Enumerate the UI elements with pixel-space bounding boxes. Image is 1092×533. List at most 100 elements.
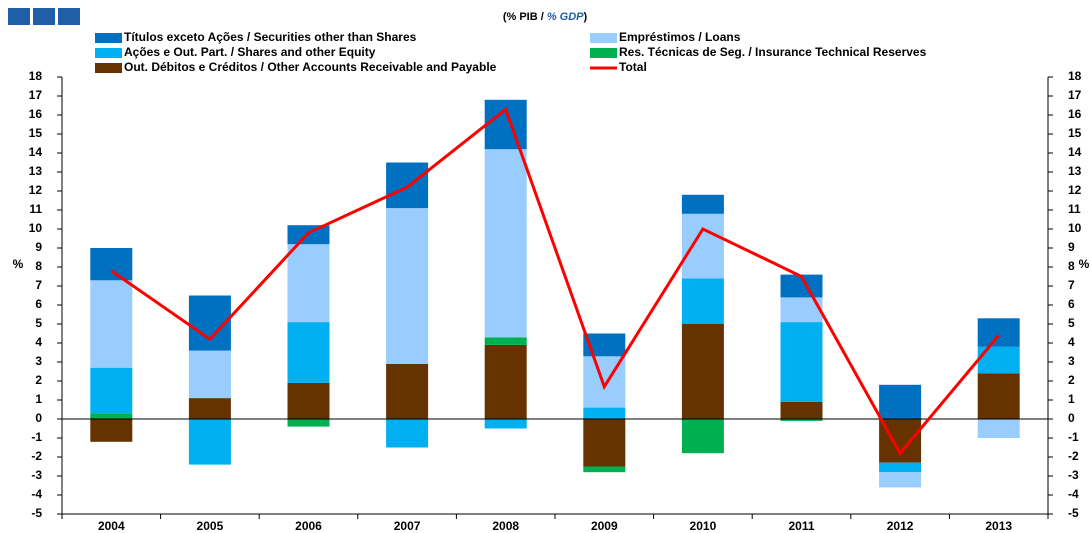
bar-segment xyxy=(287,382,330,419)
y-tick-label: 3 xyxy=(35,354,42,368)
bar-segment xyxy=(287,244,330,323)
y2-tick-label: 3 xyxy=(1068,354,1075,368)
bar-segment xyxy=(188,398,231,419)
bar-segment xyxy=(386,363,429,419)
y-tick-label: 5 xyxy=(35,316,42,330)
bar-segment xyxy=(681,278,724,324)
y2-tick-label: 8 xyxy=(1068,259,1075,273)
legend-label: Ações e Out. Part. / Shares and other Eq… xyxy=(124,45,376,59)
y2-tick-label: 9 xyxy=(1068,240,1075,254)
y2-tick-label: 1 xyxy=(1068,392,1075,406)
bar-segment xyxy=(977,318,1020,347)
bar-segment xyxy=(780,401,823,419)
y-tick-label: 8 xyxy=(35,259,42,273)
bar-segment xyxy=(879,462,922,473)
legend-swatch xyxy=(95,33,122,43)
bar-segment xyxy=(188,419,231,465)
bar-segment xyxy=(287,419,330,427)
x-tick-label: 2013 xyxy=(985,519,1012,533)
legend-label: Res. Técnicas de Seg. / Insurance Techni… xyxy=(619,45,927,59)
x-tick-label: 2010 xyxy=(690,519,717,533)
legend-swatch xyxy=(590,48,617,58)
bar-segment xyxy=(188,350,231,399)
bar-segment xyxy=(977,373,1020,419)
bar-segment xyxy=(879,384,922,419)
y-tick-label: 15 xyxy=(29,126,43,140)
y2-tick-label: 6 xyxy=(1068,297,1075,311)
y-tick-label: 17 xyxy=(29,88,43,102)
legend-label: Empréstimos / Loans xyxy=(619,30,741,44)
y2-tick-label: -1 xyxy=(1068,430,1079,444)
legend-swatch xyxy=(95,48,122,58)
y-tick-label: 4 xyxy=(35,335,42,349)
bar-segment xyxy=(90,367,133,414)
y2-tick-label: -3 xyxy=(1068,468,1079,482)
y2-tick-label: 15 xyxy=(1068,126,1082,140)
bar-segment xyxy=(977,419,1020,438)
y-tick-label: 12 xyxy=(29,183,43,197)
y2-tick-label: 11 xyxy=(1068,202,1081,216)
y2-tick-label: 16 xyxy=(1068,107,1082,121)
bar-segment xyxy=(780,274,823,298)
y-tick-label: 9 xyxy=(35,240,42,254)
y-tick-label: 0 xyxy=(35,411,42,425)
legend-label: Total xyxy=(619,60,647,74)
y-tick-label: -2 xyxy=(31,449,42,463)
bar-segment xyxy=(386,208,429,364)
x-tick-label: 2004 xyxy=(98,519,125,533)
bar-segment xyxy=(780,322,823,402)
y-tick-label: 1 xyxy=(35,392,42,406)
y2-tick-label: -4 xyxy=(1068,487,1079,501)
logo-block xyxy=(33,8,55,25)
y2-tick-label: 5 xyxy=(1068,316,1075,330)
bar-segment xyxy=(484,344,527,419)
y2-tick-label: 18 xyxy=(1068,69,1082,83)
bar-segment xyxy=(583,466,626,473)
bar-segment xyxy=(583,419,626,467)
y2-tick-label: 12 xyxy=(1068,183,1082,197)
x-tick-label: 2011 xyxy=(788,519,814,533)
bar-segment xyxy=(780,419,823,421)
y-tick-label: 7 xyxy=(35,278,42,292)
chart-title: (% PIB / % GDP) xyxy=(503,11,588,23)
y-tick-label: 13 xyxy=(29,164,43,178)
y2-tick-label: 7 xyxy=(1068,278,1075,292)
y-tick-label: -4 xyxy=(31,487,42,501)
bar-segment xyxy=(90,280,133,368)
y2-tick-label: 4 xyxy=(1068,335,1075,349)
y2-tick-label: 2 xyxy=(1068,373,1075,387)
x-tick-label: 2012 xyxy=(887,519,914,533)
bar-segment xyxy=(879,472,922,488)
legend-swatch xyxy=(95,63,122,73)
bar-segment xyxy=(90,248,133,281)
y-tick-label: 10 xyxy=(29,221,43,235)
legend-label: Títulos exceto Ações / Securities other … xyxy=(124,30,417,44)
y-axis-label: % xyxy=(13,257,24,271)
y2-tick-label: 17 xyxy=(1068,88,1082,102)
y-tick-label: 16 xyxy=(29,107,43,121)
legend-label: Out. Débitos e Créditos / Other Accounts… xyxy=(124,60,497,74)
x-tick-label: 2008 xyxy=(492,519,519,533)
bar-segment xyxy=(484,99,527,150)
bar-segment xyxy=(287,322,330,383)
x-tick-label: 2005 xyxy=(197,519,224,533)
x-tick-label: 2007 xyxy=(394,519,421,533)
bar-segment xyxy=(90,413,133,419)
y-tick-label: -3 xyxy=(31,468,42,482)
bar-segment xyxy=(484,149,527,338)
y2-tick-label: -2 xyxy=(1068,449,1079,463)
x-tick-label: 2006 xyxy=(295,519,322,533)
bar-segment xyxy=(484,419,527,429)
y-tick-label: -5 xyxy=(31,506,42,520)
bar-segment xyxy=(681,213,724,279)
y2-tick-label: 10 xyxy=(1068,221,1082,235)
y2-tick-label: 0 xyxy=(1068,411,1075,425)
y2-tick-label: -5 xyxy=(1068,506,1079,520)
logo-block xyxy=(58,8,80,25)
logo-block xyxy=(8,8,30,25)
legend-swatch xyxy=(590,33,617,43)
y-tick-label: 18 xyxy=(29,69,43,83)
y-tick-label: 14 xyxy=(29,145,43,159)
total-line xyxy=(110,106,1000,456)
